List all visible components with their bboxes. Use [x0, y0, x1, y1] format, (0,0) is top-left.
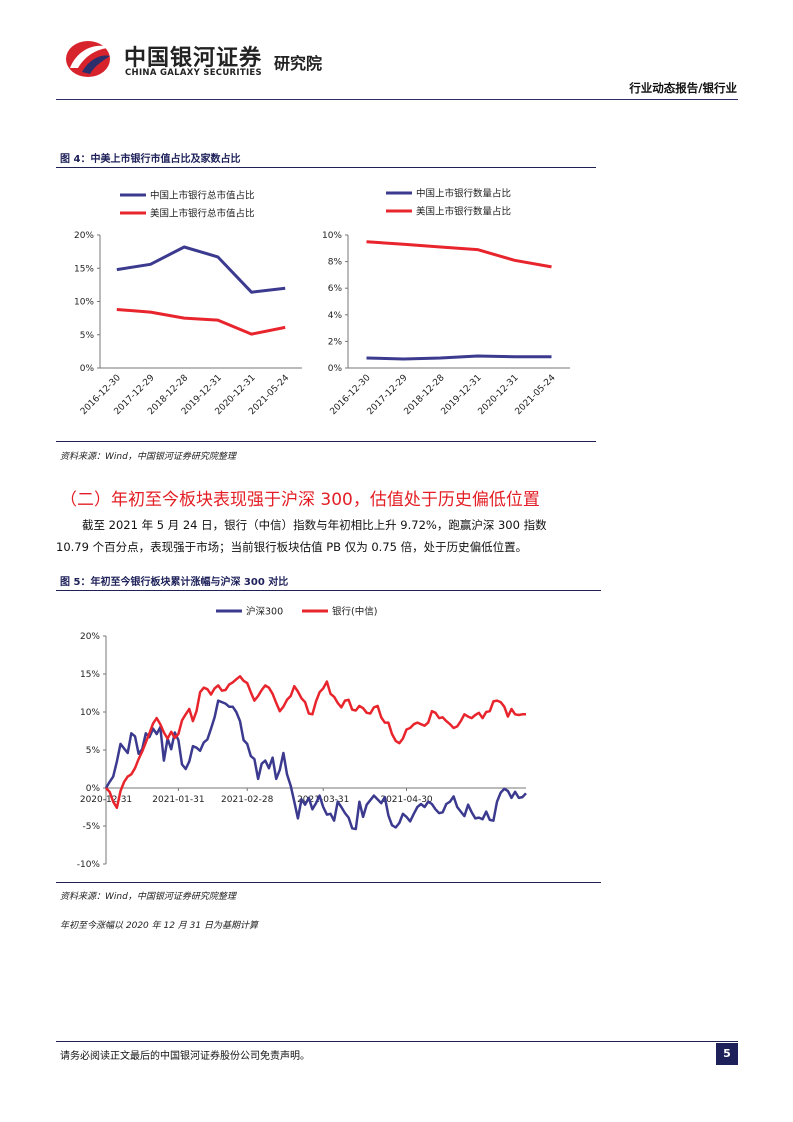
- company-name-cn: 中国银河证券: [124, 46, 263, 71]
- footer-disclaimer: 请务必阅读正文最后的中国银河证券股份公司免责声明。: [60, 1051, 310, 1062]
- y-tick-label: 20%: [80, 632, 100, 642]
- x-tick-label: 2021-04-30: [380, 795, 433, 805]
- x-tick-label: 2021-05-24: [514, 373, 558, 417]
- fig4-left-chart: 0%5%10%15%20%2016-12-302017-12-292018-12…: [74, 190, 302, 417]
- x-tick-label: 2021-03-31: [297, 795, 349, 805]
- y-tick-label: 0%: [328, 364, 343, 374]
- y-tick-label: 10%: [80, 708, 100, 718]
- fig4-top-rule: [56, 167, 596, 168]
- series-line-red: [105, 675, 526, 810]
- fig5-note: 年初至今涨幅以 2020 年 12 月 31 日为基期计算: [60, 921, 258, 931]
- y-tick-label: 6%: [328, 284, 343, 294]
- y-tick-label: -10%: [77, 860, 101, 870]
- x-tick-label: 2021-01-31: [152, 795, 204, 805]
- institute-name: 研究院: [274, 54, 323, 73]
- y-tick-label: 15%: [74, 264, 94, 274]
- x-tick-label: 2021-02-28: [221, 795, 274, 805]
- fig5-source: 资料来源：Wind，中国银河证券研究院整理: [60, 892, 236, 902]
- legend-label: 中国上市银行总市值占比: [150, 190, 255, 202]
- page-number: 5: [716, 1043, 738, 1065]
- y-tick-label: 10%: [74, 298, 94, 308]
- y-tick-label: 8%: [328, 258, 343, 268]
- y-tick-label: 15%: [80, 670, 100, 680]
- series-line-red: [366, 240, 552, 269]
- section-paragraph-line1: 截至 2021 年 5 月 24 日，银行（中信）指数与年初相比上升 9.72%…: [82, 518, 547, 532]
- footer-rule: [56, 1041, 738, 1042]
- legend-label: 美国上市银行总市值占比: [150, 208, 255, 220]
- fig5-top-rule: [56, 590, 601, 591]
- section-heading: （二）年初至今板块表现强于沪深 300，估值处于历史偏低位置: [60, 490, 540, 510]
- galaxy-logo-icon: [66, 41, 110, 77]
- fig4-source: 资料来源：Wind，中国银河证券研究院整理: [60, 452, 236, 462]
- header-rule: [56, 99, 738, 100]
- company-name-en: CHINA GALAXY SECURITIES: [125, 68, 262, 78]
- y-tick-label: 0%: [80, 364, 95, 374]
- x-tick-label: 2020-12-31: [80, 795, 132, 805]
- series-line-red: [116, 308, 286, 336]
- series-line-blue: [116, 245, 286, 294]
- y-tick-label: 2%: [328, 337, 343, 347]
- section-paragraph-line2: 10.79 个百分点，表现强于市场；当前银行板块估值 PB 仅为 0.75 倍，…: [56, 540, 528, 554]
- y-tick-label: 20%: [74, 231, 94, 241]
- legend-label: 美国上市银行数量占比: [416, 206, 511, 218]
- series-line-blue: [104, 699, 527, 831]
- fig4-bottom-rule: [56, 441, 596, 442]
- legend-label: 中国上市银行数量占比: [416, 188, 511, 200]
- fig5-chart: -10% -5% 0% 5% 10% 15% 20% 2020-12-31 2021-01-31…: [77, 606, 527, 870]
- y-tick-label: 0%: [86, 784, 101, 794]
- y-tick-label: 5%: [80, 331, 95, 341]
- y-tick-label: 5%: [86, 746, 101, 756]
- legend-label: 沪深300: [246, 606, 283, 618]
- report-type: 行业动态报告/银行业: [629, 81, 737, 95]
- series-line-blue: [366, 354, 552, 361]
- y-tick-label: -5%: [82, 822, 100, 832]
- fig5-title: 图 5：年初至今银行板块累计涨幅与沪深 300 对比: [60, 577, 289, 588]
- fig4-right-chart: 0%2%4%6%8%10%2016-12-302017-12-292018-12…: [322, 188, 570, 417]
- legend-label: 银行(中信): [332, 606, 377, 618]
- fig5-bottom-rule: [56, 882, 601, 883]
- y-tick-label: 4%: [328, 311, 343, 321]
- y-tick-label: 10%: [322, 231, 342, 241]
- fig4-title: 图 4：中美上市银行市值占比及家数占比: [60, 154, 241, 165]
